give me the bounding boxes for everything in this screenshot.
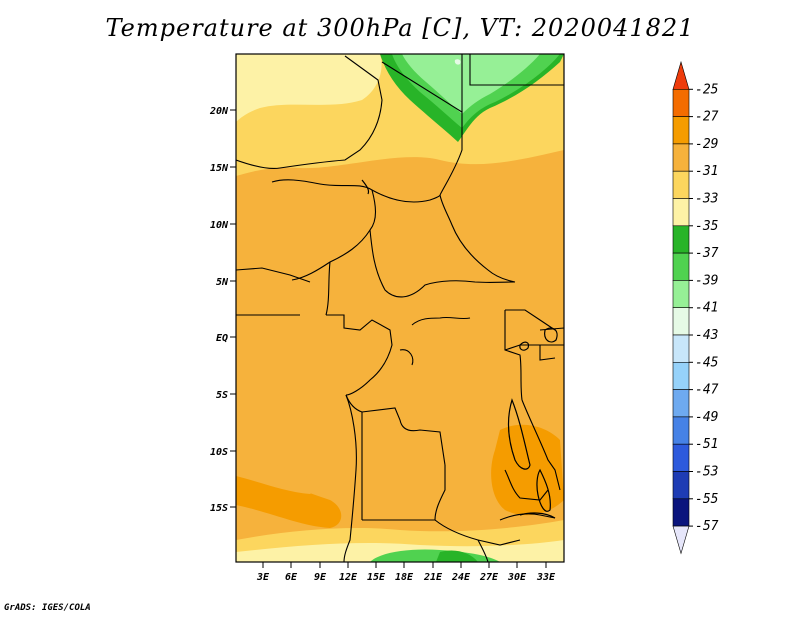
colorbar-box [672, 170, 690, 199]
colorbar-label: -55 [695, 492, 719, 507]
lat-label: 5S [216, 390, 228, 401]
field-37-35-south [436, 550, 478, 562]
lon-label: 24E [451, 572, 471, 583]
field-35-33-north [236, 54, 382, 122]
field-29-27-east [491, 424, 564, 516]
colorbar-labels: -25 -27 -29 -31 -33 -35 -37 -39 -41 -43 -45 -47 -49 -… [689, 82, 719, 534]
colorbar-label: -37 [695, 246, 719, 261]
colorbar-box [672, 361, 690, 390]
lat-ticks [230, 109, 236, 508]
colorbar-label: -45 [695, 355, 719, 370]
chart-title: Temperature at 300hPa [C], VT: 202004182… [105, 14, 695, 42]
lon-label: 12E [339, 572, 358, 583]
lon-label: 3E [256, 572, 270, 583]
colorbar-label: -41 [695, 301, 718, 316]
colorbar-label: -43 [695, 328, 718, 343]
colorbar-box [672, 280, 690, 308]
colorbar-label: -27 [695, 110, 719, 125]
lat-label: 10S [210, 447, 228, 458]
lon-labels: 3E 6E 9E 12E 15E 18E 21E 24E 27E 30E 33E [256, 572, 556, 583]
colorbar-box [672, 443, 690, 472]
colorbar-box [672, 334, 690, 363]
colorbar-label: -47 [695, 383, 719, 398]
lon-label: 21E [423, 572, 443, 583]
grads-credit: GrADS: IGES/COLA [4, 603, 91, 613]
colorbar-label: -53 [695, 465, 718, 480]
colorbar-box [672, 225, 690, 254]
lon-label: 18E [395, 572, 414, 583]
lat-label: 20N [209, 106, 229, 117]
field-41-39-north [402, 54, 540, 114]
colorbar-boxes [672, 60, 690, 555]
lon-label: 33E [536, 572, 556, 583]
colorbar-box [672, 60, 690, 90]
lon-label: 30E [507, 572, 527, 583]
lat-labels: 20N 15N 10N 5N EQ 5S 10S 15S [209, 106, 229, 514]
colorbar-label: -39 [695, 273, 718, 288]
colorbar: -25 -27 -29 -31 -33 -35 -37 -39 -41 -43 -45 -47 -49 -… [672, 60, 719, 555]
lat-label: EQ [216, 333, 228, 344]
colorbar-label: -33 [695, 192, 718, 207]
colorbar-label: -51 [695, 437, 718, 452]
colorbar-box [672, 389, 690, 418]
colorbar-label: -57 [695, 519, 719, 534]
map-frame [235, 53, 565, 563]
temperature-field [236, 54, 564, 562]
lon-label: 15E [367, 572, 386, 583]
colorbar-box [672, 143, 690, 172]
lon-ticks [262, 562, 547, 568]
lon-label: 27E [479, 572, 499, 583]
colorbar-box [672, 498, 690, 527]
colorbar-label: -29 [695, 137, 718, 152]
colorbar-box [672, 89, 690, 117]
colorbar-box [672, 252, 690, 281]
colorbar-box [672, 471, 690, 500]
lon-label: 6E [285, 572, 298, 583]
lat-label: 10N [210, 220, 229, 231]
colorbar-label: -35 [695, 219, 719, 234]
colorbar-box [672, 116, 690, 145]
colorbar-box [672, 525, 690, 555]
field-31-29-sw [236, 450, 315, 494]
lat-label: 5N [216, 277, 229, 288]
lakes [361, 179, 558, 519]
colorbar-box [672, 416, 690, 445]
lat-label: 15N [210, 163, 229, 174]
field-43-41-spot [454, 59, 461, 65]
lat-label: 15S [210, 503, 228, 514]
colorbar-label: -25 [695, 82, 719, 97]
colorbar-box [672, 198, 690, 227]
colorbar-box [672, 307, 690, 336]
colorbar-label: -49 [695, 410, 718, 425]
colorbar-label: -31 [695, 164, 718, 179]
lon-label: 9E [314, 572, 327, 583]
field-29-27-sw [236, 470, 342, 528]
